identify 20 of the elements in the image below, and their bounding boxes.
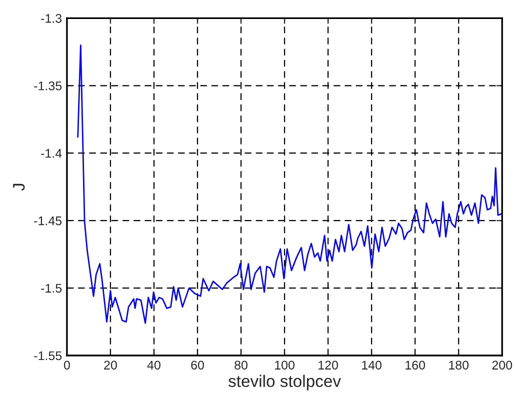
y-tick-label: -1.5 <box>41 284 62 293</box>
y-tick-label: -1.55 <box>34 351 62 360</box>
y-tick-label: -1.3 <box>41 14 62 23</box>
y-tick-label: -1.35 <box>34 81 62 90</box>
x-tick-label: 80 <box>234 360 248 370</box>
x-tick-label: 60 <box>191 360 204 370</box>
x-tick-label: 40 <box>147 360 160 370</box>
x-axis-title: stevilo stolpcev <box>228 374 341 390</box>
line-series <box>77 44 502 324</box>
x-tick-label: 160 <box>406 360 426 370</box>
y-tick-label: -1.45 <box>34 216 62 226</box>
x-tick-label: 140 <box>362 360 382 370</box>
y-tick-label: -1.4 <box>41 149 62 158</box>
x-tick-label: 120 <box>318 360 338 370</box>
x-tick-label: 100 <box>275 360 294 370</box>
x-tick-label: 20 <box>104 360 117 370</box>
x-tick-label: 0 <box>64 360 70 370</box>
x-tick-label: 180 <box>449 360 469 370</box>
y-axis-title: J <box>13 184 25 191</box>
x-tick-label: 200 <box>492 360 512 370</box>
